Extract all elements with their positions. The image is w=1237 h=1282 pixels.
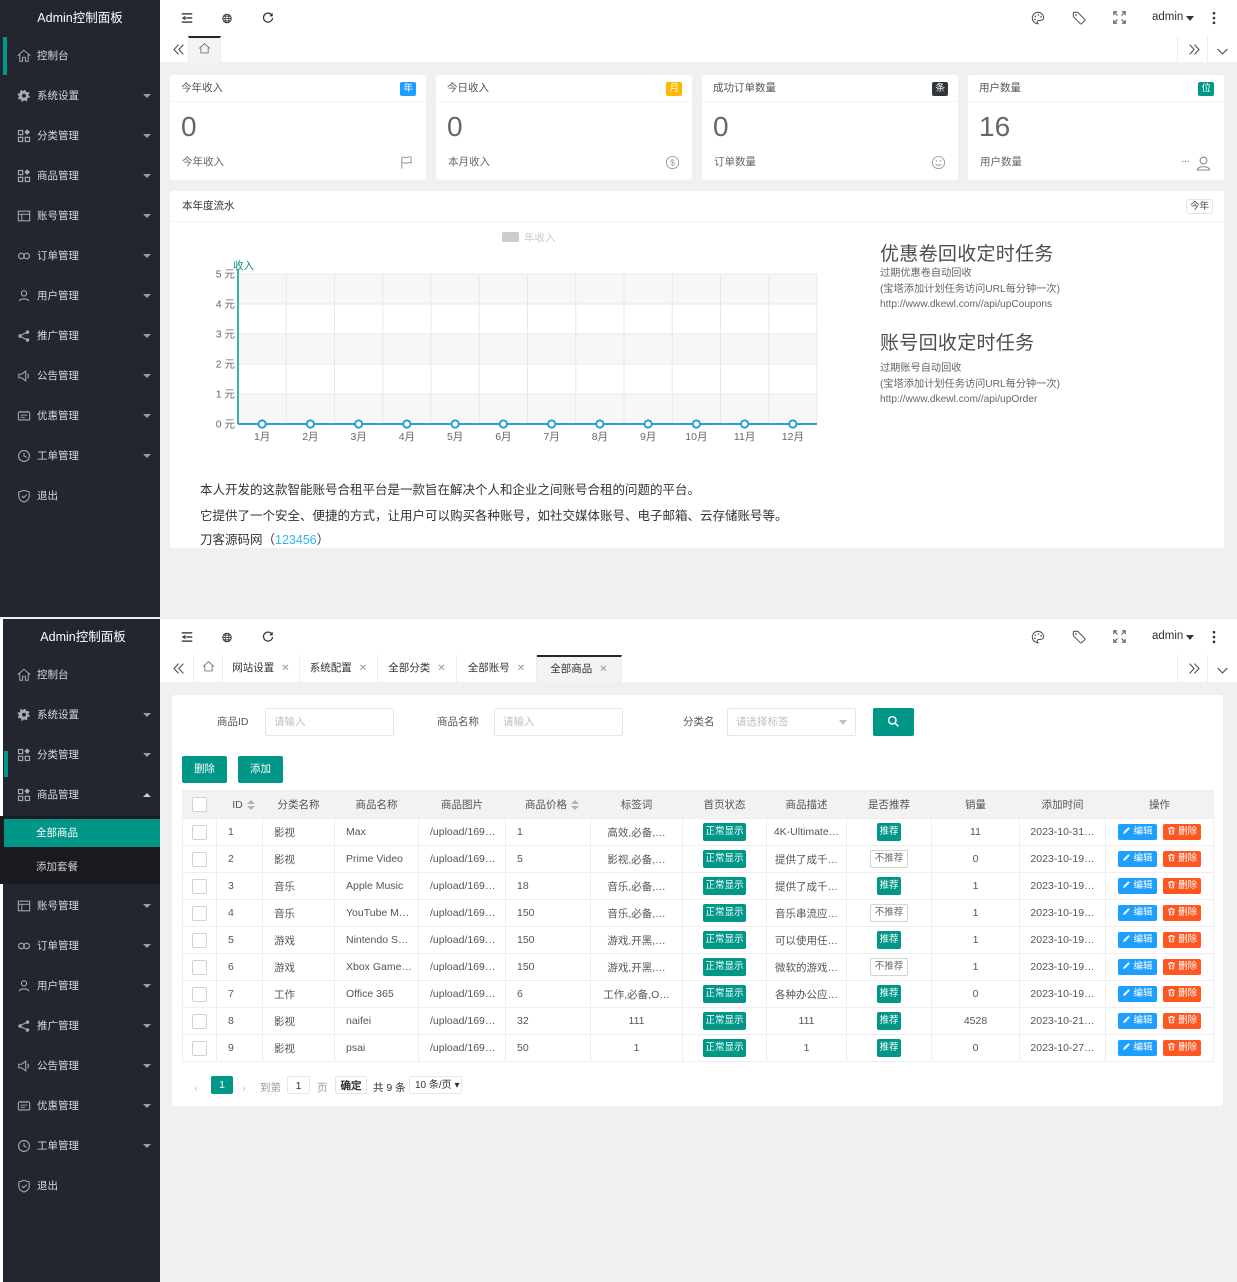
svg-text:$: $: [670, 158, 675, 168]
svg-text:收入: 收入: [233, 259, 254, 272]
svg-text:0 元: 0 元: [216, 419, 236, 431]
svg-text:···: ···: [1182, 156, 1189, 168]
svg-text:7月: 7月: [543, 431, 559, 443]
svg-text:10月: 10月: [685, 431, 707, 443]
svg-text:2 元: 2 元: [216, 359, 236, 371]
svg-text:2月: 2月: [302, 431, 318, 443]
svg-text:6月: 6月: [495, 431, 511, 443]
svg-text:9月: 9月: [640, 431, 656, 443]
svg-text:12月: 12月: [782, 431, 804, 443]
svg-text:5 元: 5 元: [216, 269, 236, 281]
svg-text:4 元: 4 元: [216, 299, 236, 311]
svg-text:3 元: 3 元: [216, 329, 236, 341]
svg-text:4月: 4月: [399, 431, 415, 443]
svg-text:1 元: 1 元: [216, 389, 236, 401]
svg-text:3月: 3月: [350, 431, 366, 443]
svg-text:8月: 8月: [592, 431, 608, 443]
svg-text:11月: 11月: [734, 431, 755, 443]
svg-text:5月: 5月: [447, 431, 463, 443]
svg-text:年收入: 年收入: [524, 231, 556, 244]
svg-text:1月: 1月: [254, 431, 270, 443]
